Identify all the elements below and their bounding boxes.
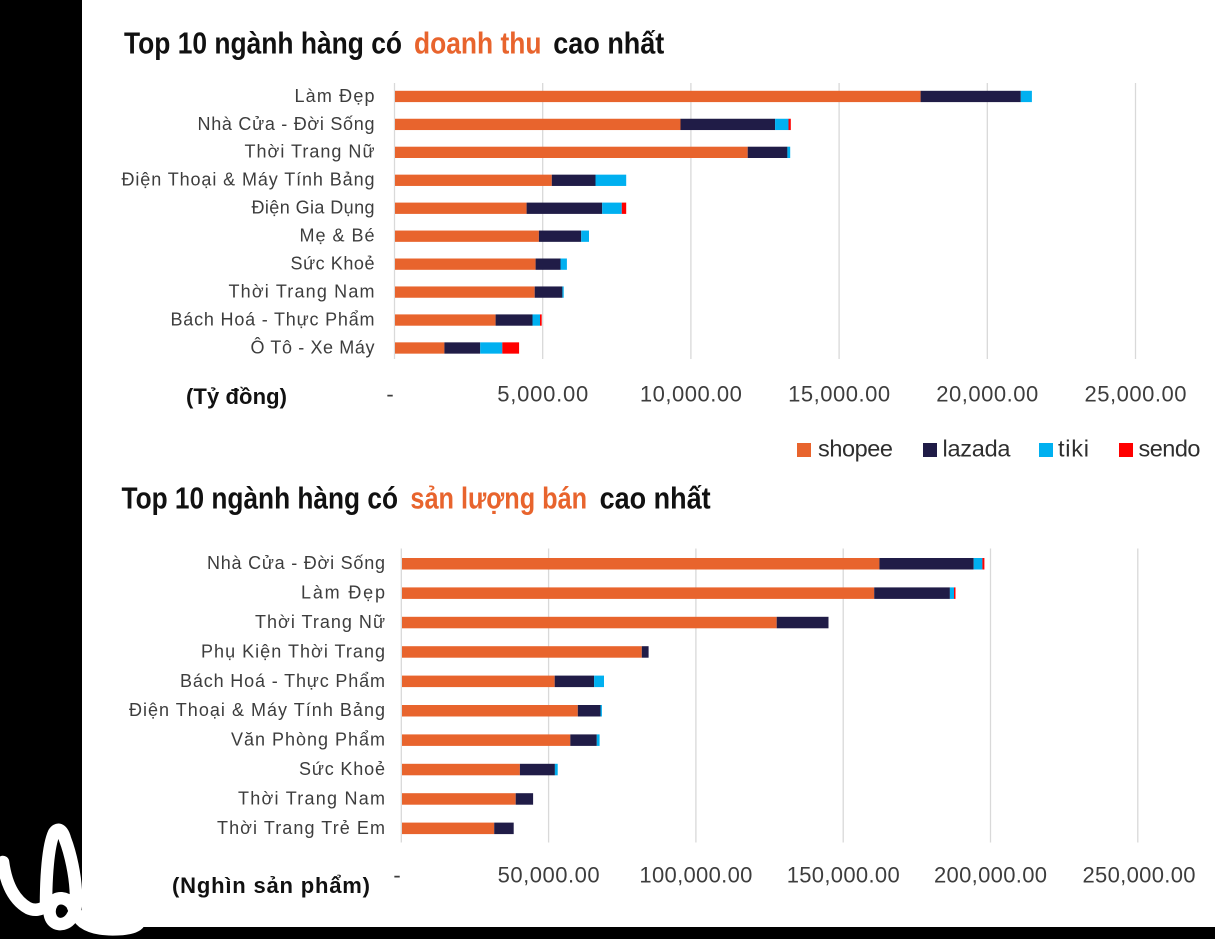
svg-text:100,000.00: 100,000.00 — [639, 863, 752, 888]
svg-text:doanh thu: doanh thu — [414, 25, 542, 60]
svg-text:50,000.00: 50,000.00 — [498, 863, 600, 888]
svg-text:Điện Thoại & Máy Tính Bảng: Điện Thoại & Máy Tính Bảng — [122, 170, 375, 190]
svg-text:Phụ Kiện Thời Trang: Phụ Kiện Thời Trang — [201, 641, 385, 661]
svg-text:150,000.00: 150,000.00 — [787, 863, 900, 888]
svg-text:15,000.00: 15,000.00 — [788, 382, 890, 407]
svg-text:Thời Trang Nam: Thời Trang Nam — [229, 281, 375, 301]
svg-text:cao nhất: cao nhất — [553, 25, 664, 60]
svg-text:Nhà Cửa - Đời Sống: Nhà Cửa - Đời Sống — [207, 553, 385, 573]
svg-text:Sức Khoẻ: Sức Khoẻ — [291, 254, 375, 274]
svg-text:20,000.00: 20,000.00 — [936, 382, 1038, 407]
svg-text:10,000.00: 10,000.00 — [640, 382, 742, 407]
svg-text:25,000.00: 25,000.00 — [1085, 382, 1187, 407]
svg-text:Sức Khoẻ: Sức Khoẻ — [299, 759, 385, 779]
svg-text:(Nghìn sản phẩm): (Nghìn sản phẩm) — [172, 873, 370, 898]
svg-text:Bách Hoá - Thực Phẩm: Bách Hoá - Thực Phẩm — [180, 671, 385, 691]
svg-text:250,000.00: 250,000.00 — [1083, 863, 1196, 888]
svg-text:Làm Đẹp: Làm Đẹp — [301, 583, 385, 603]
svg-text:-: - — [393, 863, 400, 888]
svg-text:-: - — [386, 382, 393, 407]
svg-text:cao nhất: cao nhất — [600, 481, 711, 516]
svg-text:tiki: tiki — [1058, 435, 1089, 461]
svg-text:Top 10 ngành hàng có: Top 10 ngành hàng có — [124, 25, 402, 60]
svg-text:Bách Hoá - Thực Phẩm: Bách Hoá - Thực Phẩm — [171, 309, 375, 329]
svg-text:Văn Phòng Phẩm: Văn Phòng Phẩm — [231, 730, 385, 750]
svg-text:Top 10 ngành hàng có: Top 10 ngành hàng có — [122, 481, 399, 516]
svg-text:Thời Trang Nữ: Thời Trang Nữ — [255, 612, 385, 632]
svg-text:Mẹ & Bé: Mẹ & Bé — [300, 226, 375, 246]
svg-text:Điện Gia Dụng: Điện Gia Dụng — [252, 198, 375, 218]
svg-text:Làm Đẹp: Làm Đẹp — [295, 86, 375, 106]
svg-text:Thời Trang Nữ: Thời Trang Nữ — [245, 142, 375, 162]
svg-text:200,000.00: 200,000.00 — [934, 863, 1047, 888]
svg-text:5,000.00: 5,000.00 — [497, 382, 588, 407]
svg-text:Thời Trang Trẻ Em: Thời Trang Trẻ Em — [217, 818, 385, 838]
svg-text:shopee: shopee — [818, 435, 893, 461]
svg-text:Ô Tô - Xe Máy: Ô Tô - Xe Máy — [251, 336, 375, 357]
svg-text:lazada: lazada — [943, 435, 1012, 461]
svg-text:Thời Trang Nam: Thời Trang Nam — [238, 788, 385, 808]
svg-text:Nhà Cửa - Đời Sống: Nhà Cửa - Đời Sống — [198, 114, 375, 134]
svg-text:sản lượng bán: sản lượng bán — [410, 481, 587, 516]
svg-text:Điện Thoại & Máy Tính Bảng: Điện Thoại & Máy Tính Bảng — [129, 700, 385, 720]
svg-text:(Tỷ đồng): (Tỷ đồng) — [186, 384, 287, 409]
svg-text:sendo: sendo — [1139, 435, 1201, 461]
